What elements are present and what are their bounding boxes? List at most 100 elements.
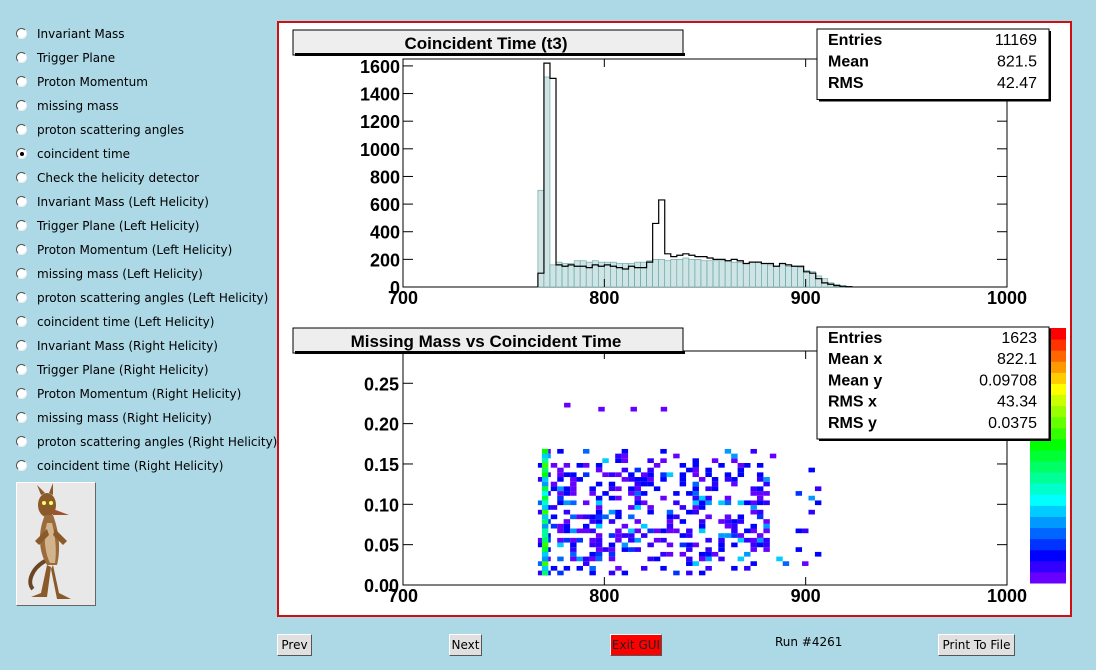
menu-option[interactable]: proton scattering angles (Right Helicity… — [16, 432, 277, 456]
heatmap-cell — [615, 472, 622, 478]
y-tick-label: 0.20 — [364, 415, 399, 435]
histogram-bar-filled — [549, 264, 557, 288]
histogram-bar-filled — [748, 261, 756, 288]
heatmap-cell — [737, 514, 745, 520]
radio-icon[interactable] — [16, 76, 27, 87]
heatmap-cell — [647, 477, 654, 482]
coincident-time-histogram[interactable]: 700 800 900 1000 0 200 400 600 800 1000 1200 1400 16… — [292, 28, 1051, 308]
radio-icon[interactable] — [16, 412, 27, 423]
radio-icon[interactable] — [16, 364, 27, 375]
heatmap-cell — [589, 565, 596, 571]
heatmap-cell — [660, 528, 667, 534]
plot-canvas[interactable]: 700 800 900 1000 0 200 400 600 800 1000 1200 1400 16… — [277, 21, 1072, 617]
radio-selected-icon[interactable] — [16, 148, 27, 159]
histogram-bar-filled — [815, 275, 823, 288]
heatmap-cell — [621, 542, 629, 548]
menu-option-label: Proton Momentum (Left Helicity) — [37, 243, 233, 257]
print-to-file-button[interactable]: Print To File — [938, 634, 1015, 656]
radio-icon[interactable] — [16, 124, 27, 135]
heatmap-cell — [744, 537, 751, 543]
heatmap-cell — [686, 491, 693, 496]
heatmap-cell — [763, 547, 770, 552]
radio-icon[interactable] — [16, 316, 27, 327]
menu-option[interactable]: coincident time — [16, 144, 266, 168]
menu-option[interactable]: missing mass (Left Helicity) — [16, 264, 266, 288]
heatmap-cell — [570, 551, 577, 557]
heatmap-cell — [628, 477, 635, 482]
radio-icon[interactable] — [16, 100, 27, 111]
menu-option[interactable]: Proton Momentum (Right Helicity) — [16, 384, 266, 408]
menu-option[interactable]: proton scattering angles (Left Helicity) — [16, 288, 268, 312]
heatmap-cell — [557, 523, 564, 529]
heatmap-cell — [686, 542, 693, 548]
heatmap-cell — [744, 551, 751, 557]
radio-icon[interactable] — [16, 196, 27, 207]
menu-option[interactable]: proton scattering angles — [16, 120, 266, 144]
menu-option[interactable]: Trigger Plane — [16, 48, 266, 72]
heatmap-cell — [570, 537, 577, 543]
histogram-bar-filled — [640, 261, 647, 288]
menu-option[interactable]: missing mass (Right Helicity) — [16, 408, 266, 432]
radio-icon[interactable] — [16, 460, 27, 471]
menu-option[interactable]: Trigger Plane (Left Helicity) — [16, 216, 266, 240]
menu-option[interactable]: Trigger Plane (Right Helicity) — [16, 360, 266, 384]
heatmap-cell — [718, 542, 725, 548]
heatmap-cell — [557, 556, 564, 562]
radio-icon[interactable] — [16, 388, 27, 399]
heatmap-cell — [595, 481, 603, 487]
heatmap-cell — [541, 448, 549, 454]
histogram-bar-filled — [724, 260, 732, 288]
histogram-bar-filled — [628, 263, 635, 288]
heatmap-cell — [647, 467, 654, 473]
heatmap-cell — [595, 500, 603, 506]
heatmap-cell — [570, 556, 577, 562]
histogram-bar-filled — [567, 263, 575, 288]
heatmap-cell — [737, 556, 745, 562]
menu-option[interactable]: Invariant Mass (Right Helicity) — [16, 336, 266, 360]
menu-option[interactable]: Check the helicity detector — [16, 168, 266, 192]
radio-icon[interactable] — [16, 268, 27, 279]
radio-icon[interactable] — [16, 340, 27, 351]
heatmap-cell — [537, 542, 545, 548]
prev-button[interactable]: Prev — [277, 634, 312, 656]
menu-option[interactable]: coincident time (Left Helicity) — [16, 312, 266, 336]
next-button[interactable]: Next — [449, 634, 482, 656]
radio-icon[interactable] — [16, 436, 27, 447]
histogram-bar-filled — [616, 263, 623, 288]
heatmap-cell — [628, 505, 635, 510]
heatmap-cell — [628, 514, 635, 520]
menu-option[interactable]: Proton Momentum (Left Helicity) — [16, 240, 266, 264]
menu-option[interactable]: coincident time (Right Helicity) — [16, 456, 266, 480]
heatmap-cell — [744, 462, 751, 468]
heatmap-cell — [750, 448, 757, 454]
heatmap-cell — [705, 537, 712, 543]
radio-icon[interactable] — [16, 172, 27, 183]
menu-option[interactable]: Invariant Mass — [16, 24, 266, 48]
exit-gui-button[interactable]: Exit GUI — [610, 634, 662, 656]
heatmap-cell — [724, 519, 732, 524]
radio-icon[interactable] — [16, 244, 27, 255]
radio-icon[interactable] — [16, 28, 27, 39]
heatmap-cell — [737, 467, 745, 473]
menu-option[interactable]: Invariant Mass (Left Helicity) — [16, 192, 266, 216]
heatmap-cell — [621, 458, 629, 463]
heatmap-cell — [634, 486, 641, 492]
radio-icon[interactable] — [16, 52, 27, 63]
palette-segment — [1030, 538, 1066, 551]
heatmap-cell — [673, 500, 680, 506]
menu-option[interactable]: missing mass — [16, 96, 266, 120]
stats-label: RMS x — [828, 394, 877, 411]
heatmap-cell — [563, 523, 571, 529]
heatmap-cells — [537, 402, 822, 576]
radio-icon[interactable] — [16, 220, 27, 231]
heatmap-cell — [608, 472, 616, 478]
heatmap-cell — [589, 519, 596, 524]
missing-mass-vs-time-scatter[interactable]: 700 800 900 1000 0.00 0.05 0.10 0.15 0.20 0.25 Mi… — [292, 326, 1066, 606]
heatmap-cell — [718, 519, 725, 524]
radio-icon[interactable] — [16, 292, 27, 303]
x-tick-label: 800 — [589, 586, 619, 606]
heatmap-cell — [795, 547, 803, 552]
heatmap-cell — [541, 519, 549, 524]
menu-option[interactable]: Proton Momentum — [16, 72, 266, 96]
y-tick-label: 0.00 — [364, 576, 399, 596]
